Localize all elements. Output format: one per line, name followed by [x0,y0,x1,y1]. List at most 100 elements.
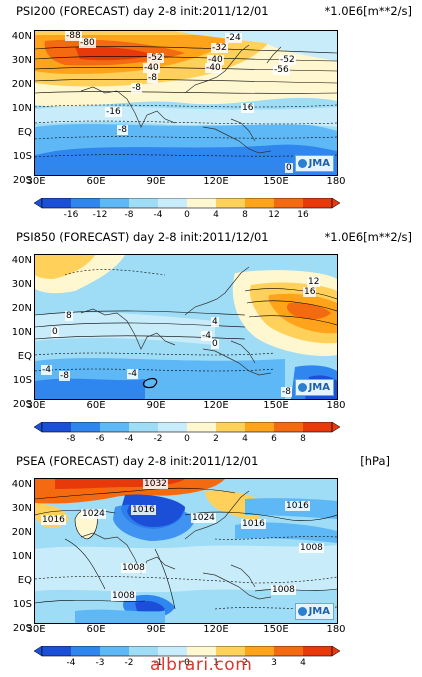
colorbar-label: 4 [300,658,306,668]
map-field [35,31,337,175]
contour-label: -4 [201,331,212,341]
lon-label: 120E [203,176,229,187]
jma-logo: JMA [294,603,334,620]
jma-logo-text: JMA [308,606,330,617]
colorbar-label: 16 [297,210,309,220]
contour-label: -24 [225,33,242,43]
lon-label: 60E [86,400,106,411]
title-left: PSEA (FORECAST) day 2-8 init:2011/12/01 [16,454,259,468]
lat-label: 20S [12,399,32,410]
lon-label: 30E [26,624,46,635]
colorbar-label: -8 [66,434,76,444]
contour-label: -4 [127,369,138,379]
lon-label: 120E [203,624,229,635]
colorbar-label: 0 [184,658,190,668]
colorbar-label: 0 [184,210,190,220]
colorbar-label: -6 [95,434,105,444]
colorbar-label: -3 [95,658,105,668]
lon-label: 180 [326,624,346,635]
colorbar-label: 4 [213,210,219,220]
contour-label: -8 [147,73,158,83]
contour-label: -8 [117,125,128,135]
contour-label: 8 [65,311,73,321]
map-psi850: 12 16 8 4 0 -4 0 -4 -8 -4 -4 -8 JMA [34,254,338,400]
jma-logo: JMA [294,155,334,172]
jma-logo-text: JMA [308,158,330,169]
lon-label: 120E [203,400,229,411]
lon-label: 90E [146,176,166,187]
jma-logo-icon [297,607,307,616]
colorbar-label: -1 [153,658,163,668]
colorbar-label: -2 [153,434,163,444]
lat-label: 10N [11,103,32,114]
colorbar: -4 -3 -2 -1 0 1 2 3 4 [34,646,342,674]
watermark: albrari.com [150,655,253,675]
colorbar-label: 1 [213,658,219,668]
colorbar-label: -4 [153,210,163,220]
colorbar-label: 4 [242,434,248,444]
contour-label: -8 [281,387,292,397]
lat-label: 30N [11,279,32,290]
colorbar: -16 -12 -8 -4 0 4 8 12 16 [34,198,342,226]
lon-label: 60E [86,176,106,187]
contour-label: 1008 [121,563,146,573]
contour-label: -52 [279,55,296,65]
colorbar-scale [34,198,341,209]
lat-label: 40N [11,31,32,42]
colorbar-label: 8 [242,210,248,220]
lat-label: 10N [11,327,32,338]
title-units: [hPa] [360,454,390,468]
title-left: PSI850 (FORECAST) day 2-8 init:2011/12/0… [16,230,269,244]
colorbar: -8 -6 -4 -2 0 2 4 6 8 [34,422,342,450]
lon-label: 180 [326,400,346,411]
contour-label: 1008 [299,543,324,553]
lon-label: 30E [26,400,46,411]
lat-label: 30N [11,55,32,66]
contour-label: -40 [207,55,224,65]
lat-label: 20S [12,175,32,186]
lat-label: 20N [11,527,32,538]
lon-label: 90E [146,624,166,635]
lat-label: 20S [12,623,32,634]
colorbar-label: -12 [92,210,108,220]
lat-label: EQ [17,351,32,362]
colorbar-scale [34,646,341,657]
jma-logo: JMA [294,379,334,396]
jma-logo-icon [297,383,307,392]
contour-label: -88 [65,31,82,41]
contour-label: 4 [211,317,219,327]
contour-label: 1032 [143,479,168,489]
contour-label: -40 [205,63,222,73]
lat-label: 40N [11,479,32,490]
title-units: *1.0E6[m**2/s] [324,4,412,18]
jma-logo-icon [297,159,307,168]
colorbar-label: -4 [124,434,134,444]
lat-label: 40N [11,255,32,266]
colorbar-label: 3 [271,658,277,668]
contour-label: -4 [41,365,52,375]
title-units: *1.0E6[m**2/s] [324,230,412,244]
contour-label: 1024 [191,513,216,523]
map-field [35,255,337,399]
lat-label: 20N [11,79,32,90]
contour-label: 1016 [241,519,266,529]
jma-logo-text: JMA [308,382,330,393]
lat-label: 30N [11,503,32,514]
colorbar-scale [34,422,341,433]
contour-label: -32 [211,43,228,53]
contour-label: 16 [241,103,255,113]
colorbar-label: 0 [184,434,190,444]
lat-label: EQ [17,127,32,138]
contour-label: 1016 [131,505,156,515]
contour-label: -8 [59,371,70,381]
contour-label: -52 [147,53,164,63]
contour-label: 0 [211,339,219,349]
colorbar-label: -2 [124,658,134,668]
colorbar-label: 2 [213,434,219,444]
lon-label: 30E [26,176,46,187]
contour-label: 12 [307,277,321,287]
contour-label: 1016 [285,501,310,511]
contour-label: -40 [143,63,160,73]
lat-label: EQ [17,575,32,586]
lat-label: 10S [12,599,32,610]
